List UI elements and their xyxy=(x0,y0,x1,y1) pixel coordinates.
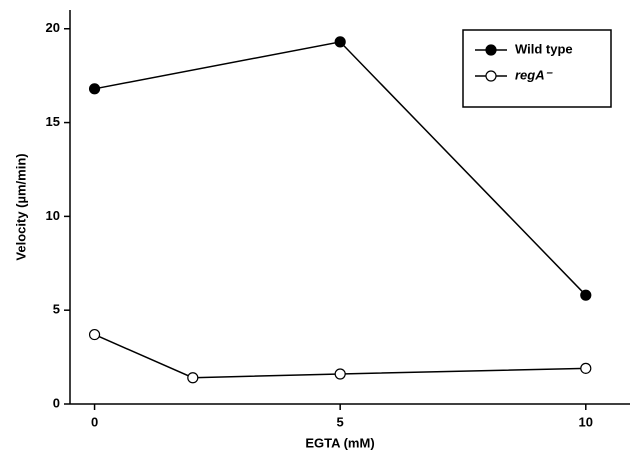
data-point xyxy=(88,83,101,95)
y-tick-label: 20 xyxy=(46,20,60,35)
legend-box xyxy=(462,29,612,108)
series-line xyxy=(94,333,586,379)
legend-marker xyxy=(485,70,497,82)
y-tick-label: 15 xyxy=(46,114,60,129)
x-tick-label: 10 xyxy=(579,414,593,429)
x-tick-label: 5 xyxy=(337,414,344,429)
legend-label: regA⁻ xyxy=(515,67,554,82)
legend-label: Wild type xyxy=(515,41,573,56)
data-point xyxy=(334,36,346,48)
y-tick-label: 0 xyxy=(53,395,60,410)
data-point xyxy=(88,328,101,341)
y-axis-label: Velocity (µm/min) xyxy=(13,153,28,260)
data-point xyxy=(580,362,592,374)
x-axis-label: EGTA (mM) xyxy=(305,435,374,450)
data-point xyxy=(187,372,199,384)
legend-marker xyxy=(485,44,497,56)
x-tick-label: 0 xyxy=(91,414,98,429)
data-point xyxy=(334,368,346,380)
data-point xyxy=(580,289,592,301)
y-tick-label: 5 xyxy=(53,302,60,317)
y-tick-label: 10 xyxy=(46,208,60,223)
